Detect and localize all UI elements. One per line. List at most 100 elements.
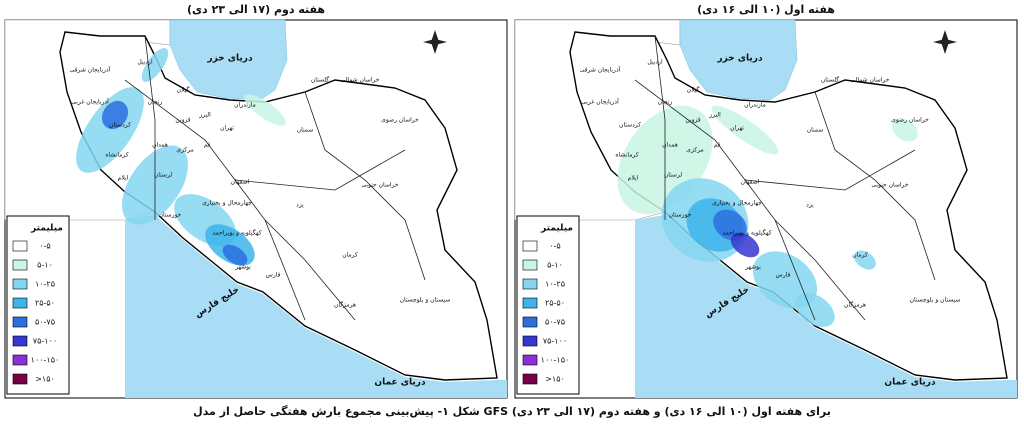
province-label: کرمان (342, 252, 358, 259)
caspian-sea (169, 19, 288, 101)
province-label: خراسان جنوبی (361, 182, 398, 189)
legend-label: ۰-۵ (39, 242, 50, 251)
legend-label: ۲۵-۵۰ (545, 299, 565, 308)
legend-label: ۵-۱۰ (37, 261, 53, 270)
province-label: تهران (730, 125, 744, 132)
province-border (814, 91, 936, 281)
legend-label: ۵-۱۰ (547, 261, 563, 270)
sea-label: دریای خزر (716, 54, 763, 64)
province-label: مرکزی (686, 147, 703, 154)
legend-swatch (522, 240, 538, 252)
province-label: ایلام (628, 175, 639, 182)
province-label: بوشهر (744, 264, 761, 271)
province-label: کردستان (619, 122, 641, 129)
legend-swatch (522, 259, 538, 271)
province-label: قزوین (685, 117, 700, 124)
legend-swatch (12, 278, 28, 290)
province-label: یزد (296, 202, 304, 209)
province-label: مرکزی (176, 147, 193, 154)
province-label: لرستان (664, 172, 682, 179)
north-arrow (933, 30, 957, 54)
rain-area (101, 100, 129, 130)
province-label: چهارمحال و بختیاری (202, 200, 252, 207)
province-label: مازندران (234, 102, 256, 109)
legend-label: ۱۰۰-۱۵۰ (31, 356, 60, 365)
map-title: هفته اول (۱۰ الی ۱۶ دی) (697, 3, 835, 16)
legend-label: ۵۰-۷۵ (35, 318, 55, 327)
province-label: خراسان شمالی (340, 77, 379, 84)
rain-area (892, 118, 918, 142)
province-label: لرستان (154, 172, 172, 179)
province-border (304, 91, 426, 281)
legend-swatch (12, 297, 28, 309)
province-label: تهران (220, 125, 234, 132)
province-label: اردبیل (647, 59, 663, 66)
legend-swatch (522, 316, 538, 328)
province-border (634, 79, 866, 321)
province-label: آذربایجان شرقی (580, 65, 621, 74)
province-label: زنجان (658, 99, 673, 106)
legend-swatch (12, 259, 28, 271)
province-label: خراسان رضوی (891, 117, 929, 124)
map-panel: آذربایجان شرقی اردبیل آذربایجان غربی زنجان گ… (514, 19, 1018, 399)
province-label: گیلان (687, 86, 700, 94)
province-label: سمنان (297, 127, 314, 134)
province-label: سمنان (807, 127, 824, 134)
province-label: سیستان و بلوچستان (400, 297, 451, 304)
legend-label: ۱۰-۲۵ (545, 280, 565, 289)
province-label: اصفهان (231, 179, 250, 186)
legend-swatch (12, 354, 28, 366)
province-border (774, 219, 816, 321)
province-label: آذربایجان شرقی (70, 65, 111, 74)
legend-swatch (522, 373, 538, 385)
province-label: البرز (708, 112, 721, 119)
legend: میلیمتر ۰-۵ ۵-۱۰ ۱۰-۲۵ ۲۵-۵۰ ۵۰-۷۵ ۷۵-۱۰۰ ۱۰۰-۱… (516, 215, 580, 395)
province-border (654, 35, 666, 220)
rain-area (854, 250, 876, 270)
province-label: اردبیل (137, 59, 153, 66)
province-label: خراسان جنوبی (871, 182, 908, 189)
province-label: اصفهان (741, 179, 760, 186)
rain-area (730, 232, 760, 258)
province-label: قم (714, 142, 721, 149)
province-label: فارس (776, 272, 791, 279)
province-label: همدان (662, 142, 678, 149)
province-label: کرمانشاه (615, 152, 638, 159)
map-panel: آذربایجان شرقی اردبیل آذربایجان غربی زنجان گ… (4, 19, 508, 399)
province-label: البرز (198, 112, 211, 119)
legend-title: میلیمتر (540, 224, 573, 234)
province-label: گلستان (821, 76, 839, 84)
province-label: سیستان و بلوچستان (910, 297, 961, 304)
legend-label: ۷۵-۱۰۰ (543, 337, 567, 346)
gulf-sea (125, 215, 507, 398)
legend-swatch (522, 335, 538, 347)
legend-swatch (12, 240, 28, 252)
province-label: آذربایجان غربی (71, 97, 109, 106)
province-label: خوزستان (159, 212, 182, 219)
province-label: کهگیلویه و بویراحمد (722, 229, 771, 237)
province-label: زنجان (148, 99, 163, 106)
province-label: فارس (266, 272, 281, 279)
province-border (124, 79, 356, 321)
province-border (144, 35, 156, 220)
province-label: هرمزگان (334, 301, 356, 309)
province-label: ایلام (118, 175, 129, 182)
province-label: خوزستان (669, 212, 692, 219)
province-border (264, 219, 306, 321)
legend-label: ۱۰۰-۱۵۰ (541, 356, 570, 365)
legend-swatch (522, 354, 538, 366)
rain-area (711, 105, 779, 155)
legend-label: ۱۰-۲۵ (35, 280, 55, 289)
legend-label: ۲۵-۵۰ (35, 299, 55, 308)
province-label: خراسان شمالی (850, 77, 889, 84)
rain-area (244, 94, 286, 126)
legend-label: ۷۵-۱۰۰ (33, 337, 57, 346)
province-border (234, 149, 406, 191)
province-label: کرمانشاه (105, 152, 128, 159)
caspian-sea (679, 19, 798, 101)
province-label: خراسان رضوی (381, 117, 419, 124)
legend-label: >۱۵۰ (35, 375, 55, 384)
caption: شکل ۱- پیش‌بینی مجموع بارش هفتگی حاصل از… (193, 405, 831, 418)
province-label: گیلان (177, 86, 190, 94)
